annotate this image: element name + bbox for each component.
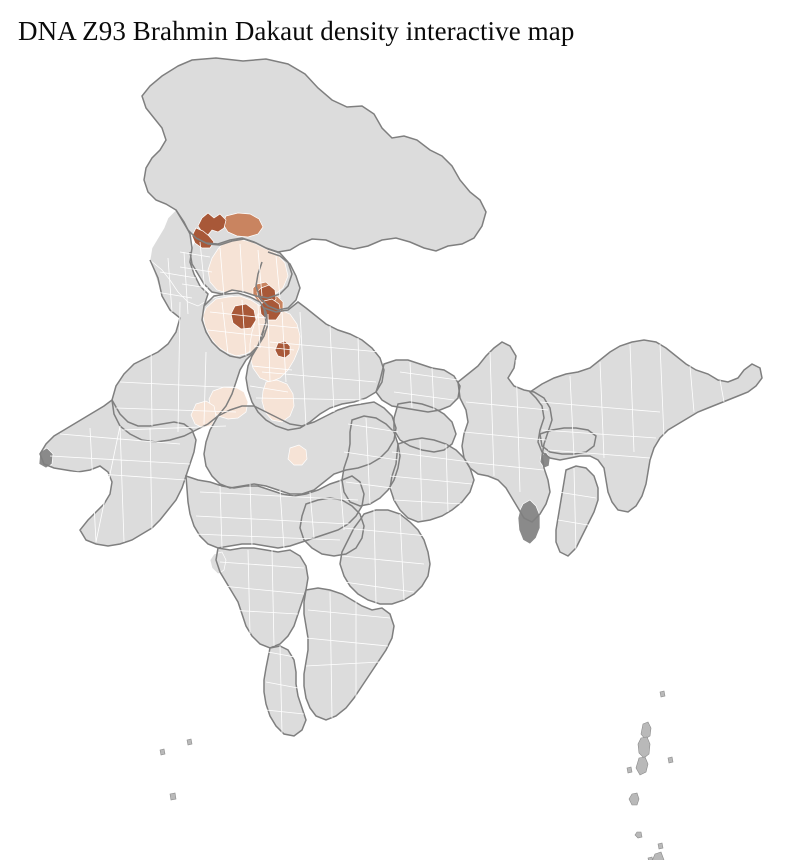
region-jammu-kashmir-ladakh[interactable] <box>142 58 486 252</box>
region-kerala[interactable] <box>264 646 306 736</box>
island-barren[interactable] <box>660 691 665 697</box>
state-border-northeast <box>530 340 762 512</box>
highlight-pathankot-district[interactable] <box>223 213 263 237</box>
island-south-andaman[interactable] <box>636 757 648 775</box>
state-border-jharkhand <box>394 402 456 452</box>
state-border-gujarat <box>40 400 196 546</box>
state-border-kerala <box>264 646 306 736</box>
state-border-jk <box>142 58 486 252</box>
region-west-bengal[interactable] <box>458 342 552 522</box>
highlight-small-up-district[interactable] <box>275 341 290 358</box>
map-base-layer <box>39 58 762 736</box>
island-nicobar-small-b[interactable] <box>658 843 663 849</box>
state-border-chhattisgarh <box>342 416 400 506</box>
island-nicobar-small-a[interactable] <box>648 857 653 860</box>
island-lakshadweep-north[interactable] <box>187 739 192 745</box>
page-title: DNA Z93 Brahmin Dakaut density interacti… <box>18 16 575 46</box>
state-border-tamil-nadu <box>304 588 394 720</box>
map-district-borders <box>49 241 725 735</box>
region-sundarbans-dark[interactable] <box>518 500 540 544</box>
region-goa[interactable] <box>210 552 226 574</box>
region-tripura-mizoram[interactable] <box>556 466 598 556</box>
island-andaman-east-small[interactable] <box>668 757 673 763</box>
state-border-uttarakhand <box>256 252 300 310</box>
island-andaman-west-small[interactable] <box>627 767 632 773</box>
highlight-up-south-districts[interactable] <box>262 380 294 422</box>
island-lakshadweep-south[interactable] <box>170 793 176 800</box>
state-border-west-bengal <box>458 342 552 522</box>
island-middle-andaman[interactable] <box>638 737 650 758</box>
state-border-bihar <box>376 360 460 412</box>
island-lakshadweep-mid[interactable] <box>160 749 165 755</box>
state-border-rajasthan <box>112 260 264 442</box>
highlight-mp-border-district[interactable] <box>288 445 307 465</box>
island-north-andaman[interactable] <box>641 722 651 739</box>
map-islands <box>160 691 673 860</box>
india-district-map[interactable] <box>0 52 801 860</box>
region-kutch-tip-dark[interactable] <box>39 448 53 468</box>
island-car-nicobar[interactable] <box>635 832 642 838</box>
state-border-odisha <box>390 438 474 522</box>
state-border-uttar-pradesh <box>246 302 384 430</box>
state-border-karnataka <box>216 548 308 648</box>
map-highlight-level-1 <box>191 239 307 465</box>
island-little-andaman[interactable] <box>629 793 639 805</box>
state-border-meghalaya <box>540 428 596 454</box>
state-border-punjab-haryana <box>176 210 268 358</box>
island-great-nicobar[interactable] <box>652 852 664 860</box>
interactive-map-canvas[interactable] <box>0 52 801 860</box>
